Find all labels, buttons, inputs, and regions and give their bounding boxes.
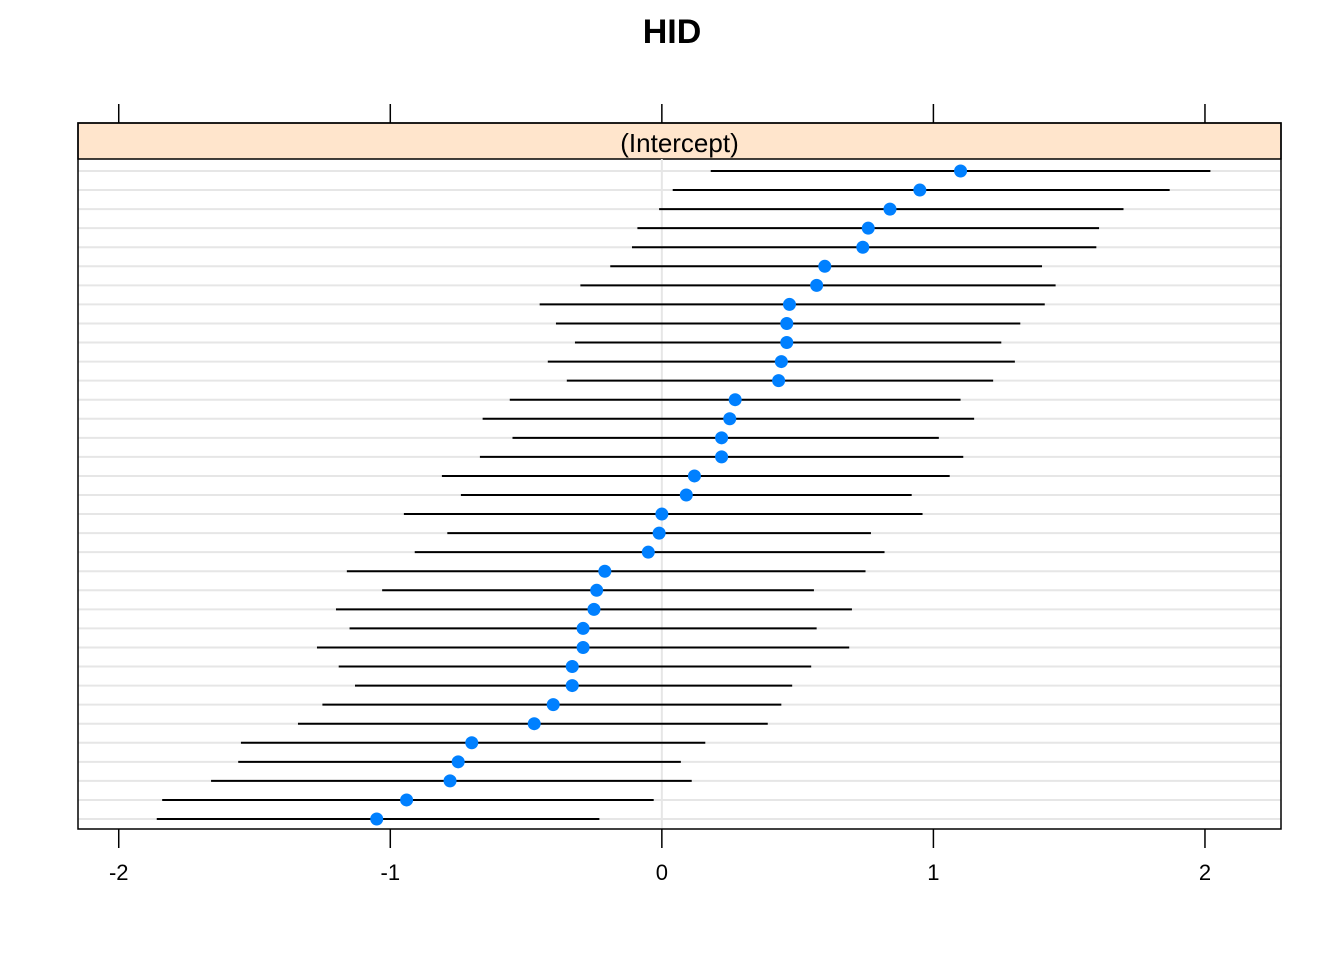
plot-area xyxy=(78,159,1281,829)
estimate-point xyxy=(598,564,612,578)
estimate-point xyxy=(861,221,875,235)
estimate-point xyxy=(715,450,729,464)
estimate-point xyxy=(546,698,560,712)
estimate-point xyxy=(465,736,479,750)
estimate-point xyxy=(883,202,897,216)
bottom-axis: -2 -1 0 1 2 xyxy=(109,829,1211,885)
estimate-point xyxy=(687,469,701,483)
estimate-point xyxy=(780,336,794,350)
estimate-point xyxy=(565,679,579,693)
estimate-point xyxy=(576,621,590,635)
estimate-point xyxy=(679,488,693,502)
estimate-point xyxy=(818,259,832,273)
estimate-point xyxy=(590,583,604,597)
estimate-point xyxy=(913,183,927,197)
top-axis xyxy=(117,104,1206,123)
estimate-point xyxy=(774,355,788,369)
estimate-point xyxy=(810,278,824,292)
estimate-point xyxy=(728,393,742,407)
estimate-point xyxy=(715,431,729,445)
estimate-point xyxy=(451,755,465,769)
estimate-point xyxy=(565,660,579,674)
estimate-point xyxy=(527,717,541,731)
estimate-point xyxy=(772,374,786,388)
estimate-point xyxy=(443,774,457,788)
strip-background xyxy=(77,122,1282,160)
x-tick-label: 2 xyxy=(1199,860,1211,885)
estimate-point xyxy=(954,164,968,178)
estimate-point xyxy=(652,526,666,540)
chart-title: HID xyxy=(643,13,702,51)
estimate-point xyxy=(576,640,590,654)
estimate-point xyxy=(641,545,655,559)
estimate-point xyxy=(587,602,601,616)
estimate-point xyxy=(780,316,794,330)
x-tick-label: 0 xyxy=(656,860,668,885)
x-tick-label: -1 xyxy=(381,860,401,885)
estimate-point xyxy=(655,507,669,521)
estimate-point xyxy=(782,297,796,311)
estimate-point xyxy=(370,812,384,826)
estimate-point xyxy=(856,240,870,254)
x-tick-label: 1 xyxy=(927,860,939,885)
panel-frame xyxy=(77,122,1282,830)
x-tick-label: -2 xyxy=(109,860,129,885)
panel-label: (Intercept) xyxy=(620,128,739,158)
estimate-point xyxy=(400,793,414,807)
estimate-point xyxy=(723,412,737,426)
